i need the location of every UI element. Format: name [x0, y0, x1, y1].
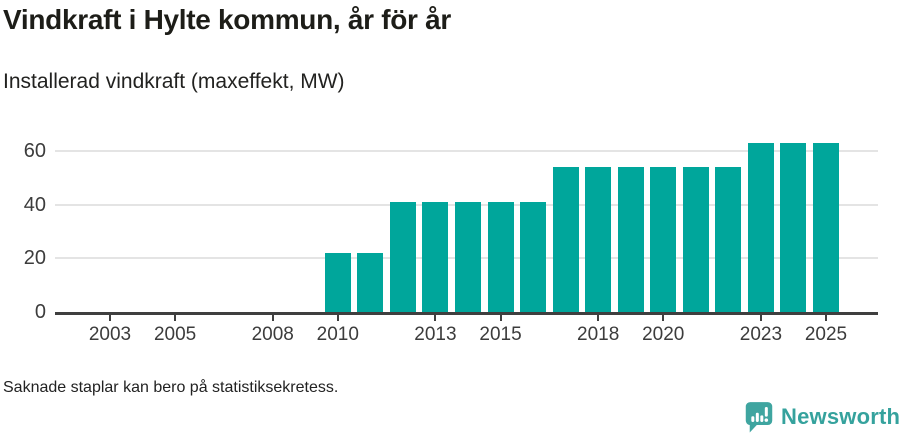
bar-2013 [422, 201, 449, 312]
x-tick-2018 [597, 315, 600, 321]
x-axis-line [55, 312, 878, 315]
x-axis-label-2018: 2018 [577, 324, 620, 345]
bar-2018 [585, 167, 612, 312]
bar-2017 [552, 167, 579, 312]
x-axis-label-2010: 2010 [316, 324, 359, 345]
y-axis-label-60: 60 [23, 140, 46, 162]
bar-2022 [715, 167, 742, 312]
x-axis-label-2003: 2003 [88, 324, 132, 345]
x-tick-2003 [109, 315, 111, 321]
x-axis-label-2015: 2015 [479, 324, 522, 345]
bar-2014 [454, 201, 481, 312]
y-axis-label-40: 40 [23, 193, 46, 216]
bar-2010 [324, 252, 351, 312]
x-axis-label-2013: 2013 [414, 324, 457, 345]
y-gridline-60 [55, 150, 878, 152]
bar-2021 [682, 167, 709, 312]
bar-2011 [357, 252, 384, 312]
x-tick-2013 [434, 315, 437, 321]
chart-title: Vindkraft i Hylte kommun, år för år [3, 4, 451, 35]
x-axis-label-2025: 2025 [804, 324, 848, 345]
x-axis-label-2020: 2020 [642, 324, 685, 345]
bar-2012 [389, 201, 416, 312]
x-tick-2008 [271, 315, 274, 321]
x-axis-label-2005: 2005 [153, 324, 197, 345]
bar-2019 [617, 167, 644, 312]
newsworthy-speech-bubble-chart-icon [745, 402, 773, 433]
x-tick-2025 [824, 315, 827, 321]
bar-2025 [812, 142, 839, 312]
footnote: Saknade staplar kan bero på statistiksek… [3, 379, 339, 396]
chart-subtitle: Installerad vindkraft (maxeffekt, MW) [3, 70, 345, 93]
bar-2015 [487, 201, 514, 312]
y-axis-label-0: 0 [34, 301, 46, 323]
x-axis-label-2008: 2008 [251, 324, 294, 345]
bar-2016 [520, 201, 547, 312]
bar-2024 [780, 142, 807, 312]
x-tick-2005 [174, 315, 177, 321]
x-axis-label-2023: 2023 [739, 324, 783, 345]
bar-2020 [650, 167, 677, 312]
newsworthy-wordmark: Newsworthy [781, 404, 900, 429]
x-tick-2023 [759, 315, 762, 321]
x-tick-2020 [662, 315, 665, 321]
x-tick-2015 [499, 315, 502, 321]
bar-2023 [747, 142, 774, 312]
x-tick-2010 [336, 315, 339, 321]
y-axis-label-20: 20 [23, 247, 46, 270]
newsworthy-logo: Newsworthy [744, 401, 900, 435]
